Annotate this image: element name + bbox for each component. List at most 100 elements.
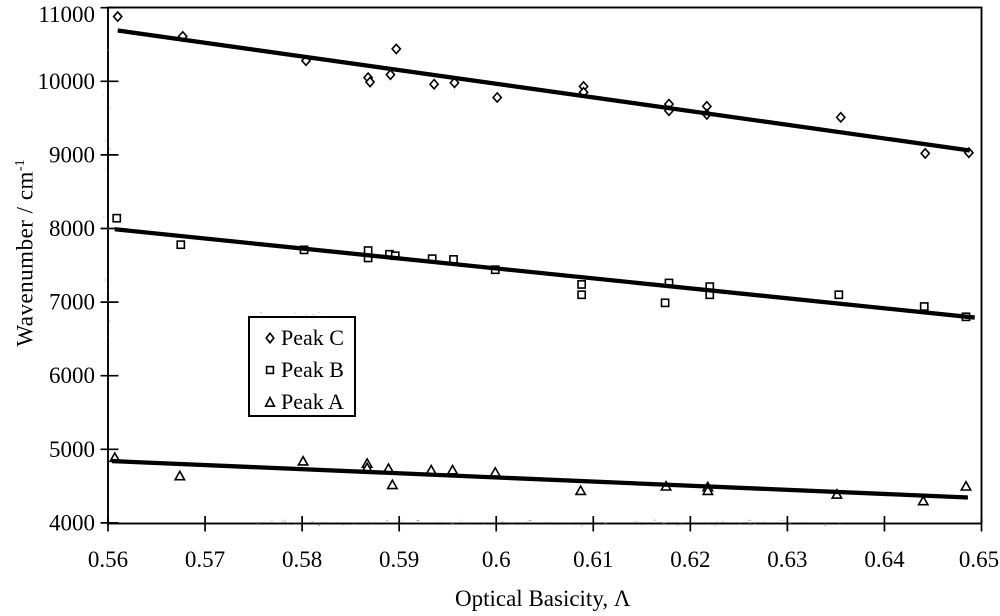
scan-speckle — [108, 209, 110, 212]
scan-speckle — [400, 520, 403, 522]
x-tick-label: 0.62 — [670, 547, 710, 572]
scan-speckle — [580, 525, 583, 527]
triangle-marker — [446, 463, 459, 475]
scan-speckle — [749, 523, 751, 525]
scan-speckle — [270, 520, 273, 522]
scan-speckle — [578, 522, 581, 524]
plot-frame — [107, 6, 983, 525]
scan-speckle — [679, 522, 681, 524]
scan-speckle — [312, 314, 314, 316]
square-marker — [577, 290, 587, 300]
scan-speckle — [748, 519, 751, 521]
scan-speckle — [635, 520, 638, 522]
legend-box: Peak C Peak B Peak A — [248, 316, 356, 417]
x-tick-label: 0.63 — [767, 547, 807, 572]
scan-speckle — [722, 521, 724, 523]
scan-speckle — [739, 523, 742, 525]
scan-speckle — [600, 522, 602, 524]
scan-speckle — [511, 523, 514, 525]
diamond-marker — [391, 43, 402, 55]
triangle-marker — [701, 484, 714, 496]
y-tick-label: 5000 — [49, 437, 95, 462]
scan-speckle — [317, 524, 321, 526]
scan-speckle — [803, 521, 805, 523]
triangle-marker — [297, 455, 310, 466]
scan-speckle — [667, 520, 669, 522]
scan-speckle — [104, 139, 106, 143]
scan-speckle — [416, 519, 420, 521]
y-axis-title: Wavenumber / cm-1 — [7, 147, 38, 359]
y-tick-label: 9000 — [49, 142, 95, 167]
triangle-marker — [173, 469, 186, 481]
x-tick-label: 0.56 — [88, 547, 128, 572]
scan-speckle — [557, 524, 560, 526]
square-marker — [112, 213, 122, 223]
scan-speckle — [762, 521, 764, 523]
diamond-marker — [385, 68, 396, 81]
scan-speckle — [107, 227, 109, 230]
diamond-marker — [835, 111, 846, 124]
scan-speckle — [362, 523, 365, 525]
diamond-marker — [492, 91, 503, 104]
scan-speckle — [294, 522, 297, 524]
triangle-marker — [574, 484, 587, 496]
scan-speckle — [107, 49, 109, 52]
y-tick-label: 10000 — [38, 69, 96, 94]
scan-speckle — [298, 519, 300, 521]
scan-speckle — [311, 521, 313, 523]
scan-speckle — [605, 523, 608, 525]
scan-speckle — [107, 289, 109, 291]
scan-speckle — [483, 523, 485, 525]
scan-speckle — [386, 520, 389, 522]
scan-speckle — [713, 525, 715, 527]
y-tick-label: 8000 — [49, 216, 95, 241]
scan-speckle — [716, 521, 718, 523]
y-axis-title-superscript: -1 — [13, 159, 28, 172]
square-marker — [919, 302, 929, 311]
legend-row-peak-c: Peak C — [250, 326, 354, 350]
scan-speckle — [676, 524, 679, 526]
scan-speckle — [366, 523, 368, 525]
x-tick-label: 0.59 — [379, 547, 419, 572]
x-tick-label: 0.64 — [864, 547, 905, 572]
diamond-marker — [112, 10, 123, 23]
triangle-marker — [386, 478, 399, 490]
scan-speckle — [256, 522, 259, 524]
triangle-marker-icon — [264, 395, 276, 407]
square-marker-icon — [265, 365, 275, 375]
scan-speckle — [664, 522, 667, 524]
square-marker — [834, 290, 844, 300]
square-marker — [176, 240, 186, 250]
scan-speckle — [706, 523, 709, 525]
scan-speckle — [750, 523, 752, 525]
scan-speckle — [709, 522, 712, 524]
legend-label-peak-b: Peak B — [281, 357, 344, 382]
diamond-marker — [428, 78, 440, 91]
scan-speckle — [782, 520, 785, 522]
scan-speckle — [753, 523, 756, 525]
scan-speckle — [467, 523, 470, 525]
square-marker — [660, 298, 670, 308]
scan-speckle — [318, 312, 321, 314]
scan-speckle — [352, 523, 356, 525]
scan-speckle — [525, 521, 529, 523]
fit-line — [117, 28, 971, 153]
scan-speckle — [641, 524, 643, 526]
legend-label-peak-a: Peak A — [281, 389, 344, 414]
scan-speckle — [305, 313, 307, 315]
y-tick-label: 6000 — [49, 363, 95, 388]
scan-speckle — [501, 521, 504, 523]
scan-speckle — [109, 319, 111, 323]
scan-speckle — [824, 525, 827, 527]
y-tick-label: 7000 — [49, 290, 95, 315]
y-tick-label: 4000 — [49, 510, 95, 535]
fit-line — [111, 458, 969, 500]
legend-row-peak-b: Peak B — [250, 358, 354, 382]
diamond-marker-icon — [265, 331, 275, 345]
scan-speckle — [679, 524, 681, 526]
triangle-marker — [489, 466, 502, 477]
scan-speckle — [457, 523, 459, 525]
scan-speckle — [103, 216, 105, 218]
